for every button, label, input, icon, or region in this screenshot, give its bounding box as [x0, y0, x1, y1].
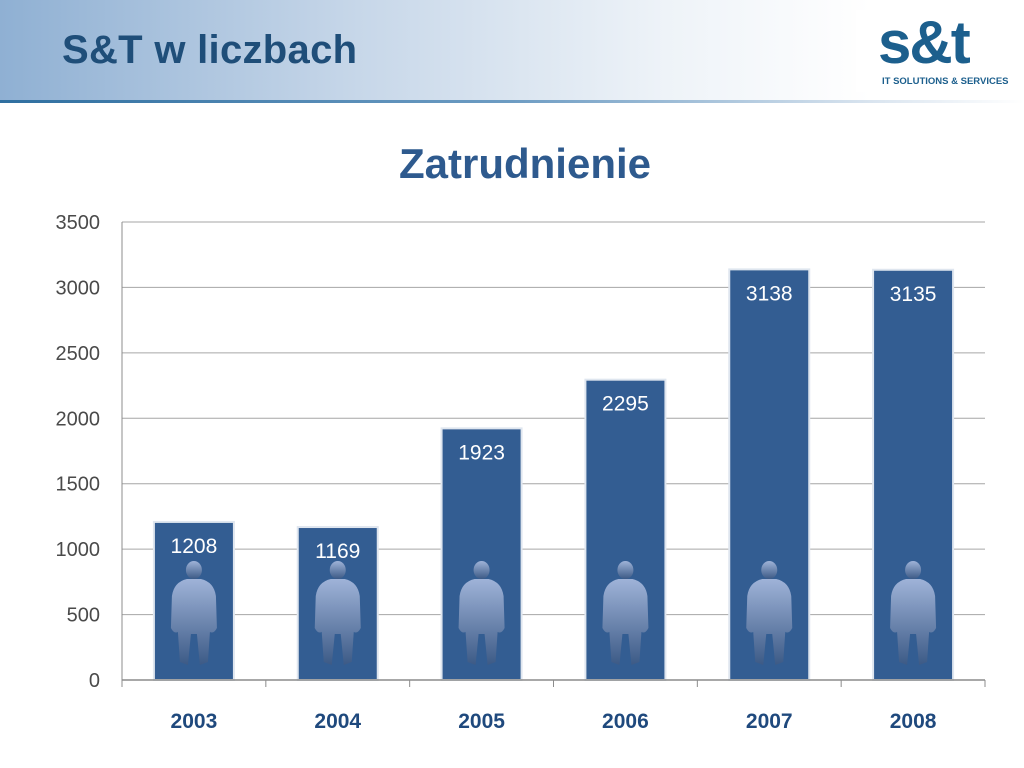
- x-axis: [121, 679, 986, 687]
- y-tick-label: 2500: [56, 343, 101, 365]
- bar-group: 1208: [152, 520, 235, 681]
- x-tick-label: 2004: [314, 710, 361, 733]
- bar-group: 3138: [728, 268, 811, 681]
- y-axis-tick-labels: 0 500 1000 1500 2000 2500 3000 3500: [56, 212, 101, 692]
- x-axis-tick-labels: 2003 2004 2005 2006 2007 2008: [171, 710, 937, 733]
- bar-value-label: 2295: [602, 393, 649, 416]
- bars: 1208 1169 1923 2295 3138 3135: [152, 268, 955, 682]
- y-tick-label: 2000: [56, 408, 101, 430]
- person-silhouette-icon: [602, 561, 649, 665]
- bar-group: 1923: [440, 427, 523, 682]
- bar: [440, 427, 523, 682]
- person-silhouette-icon: [314, 561, 361, 665]
- x-tick-label: 2005: [458, 710, 505, 733]
- logo-tagline: IT SOLUTIONS & SERVICES: [882, 76, 1009, 87]
- x-tick-label: 2007: [746, 710, 793, 733]
- y-tick-label: 1500: [56, 474, 101, 496]
- y-tick-label: 3500: [56, 212, 101, 234]
- x-tick-label: 2008: [890, 710, 937, 733]
- bar-value-label: 1208: [171, 535, 218, 558]
- bar-group: 1169: [296, 526, 379, 682]
- y-tick-label: 500: [67, 605, 100, 627]
- bar: [584, 378, 667, 681]
- gridlines: [121, 221, 985, 680]
- y-tick-label: 1000: [56, 539, 101, 561]
- x-tick-label: 2003: [171, 710, 218, 733]
- header-divider: [0, 100, 1024, 103]
- y-tick-label: 0: [89, 670, 100, 692]
- person-silhouette-icon: [458, 561, 505, 665]
- bar-value-label: 3135: [890, 283, 937, 306]
- y-tick-label: 3000: [56, 277, 101, 299]
- bar-group: 2295: [584, 378, 667, 681]
- bar-value-label: 1169: [315, 540, 360, 563]
- person-silhouette-icon: [746, 561, 793, 665]
- bar-value-label: 1923: [458, 441, 505, 464]
- x-tick-label: 2006: [602, 710, 649, 733]
- person-silhouette-icon: [170, 561, 217, 665]
- bar-value-label: 3138: [746, 282, 793, 305]
- company-logo: s&t IT SOLUTIONS & SERVICES: [856, 10, 1012, 92]
- logo-mark: s&t: [878, 9, 971, 76]
- header-band: [0, 0, 1024, 100]
- person-silhouette-icon: [890, 561, 937, 665]
- chart-title: Zatrudnienie: [398, 140, 652, 187]
- slide-title: S&T w liczbach: [62, 28, 358, 72]
- bar-group: 3135: [872, 268, 955, 681]
